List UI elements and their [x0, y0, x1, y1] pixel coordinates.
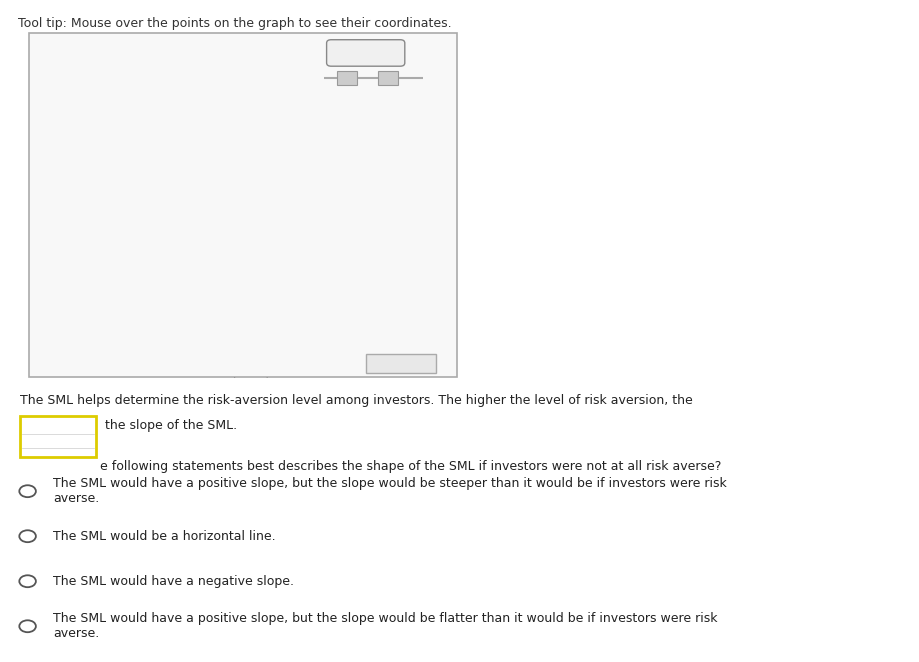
Text: The SML helps determine the risk-aversion level among investors. The higher the : The SML helps determine the risk-aversio… — [20, 394, 692, 407]
Text: e following statements best describes the shape of the SML if investors were not: e following statements best describes th… — [100, 460, 720, 473]
Text: New SML: New SML — [340, 48, 391, 58]
Text: the slope of the SML.: the slope of the SML. — [105, 419, 237, 432]
Text: Clear All: Clear All — [378, 358, 424, 369]
Text: The SML would have a positive slope, but the slope would be steeper than it woul: The SML would have a positive slope, but… — [53, 477, 726, 505]
Text: The SML would be a horizontal line.: The SML would be a horizontal line. — [53, 530, 276, 543]
Text: The SML would have a negative slope.: The SML would have a negative slope. — [53, 575, 294, 588]
X-axis label: RISK (Beta): RISK (Beta) — [199, 367, 270, 379]
Text: flatter: flatter — [40, 447, 76, 460]
Text: steeper: steeper — [35, 432, 81, 446]
Text: The SML would have a positive slope, but the slope would be flatter than it woul: The SML would have a positive slope, but… — [53, 612, 717, 640]
Text: Tool tip: Mouse over the points on the graph to see their coordinates.: Tool tip: Mouse over the points on the g… — [18, 17, 451, 30]
Text: REQUIRED RATE OF RETURN (Percent): REQUIRED RATE OF RETURN (Percent) — [78, 44, 289, 55]
